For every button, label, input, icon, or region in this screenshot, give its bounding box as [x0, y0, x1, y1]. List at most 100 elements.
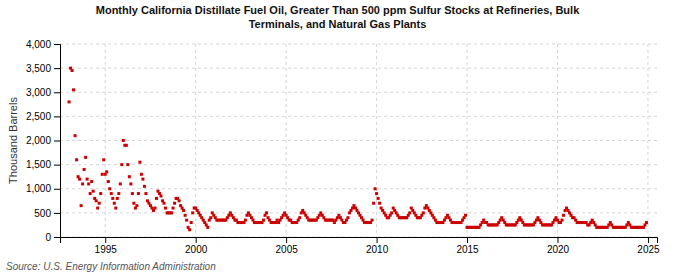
point	[390, 211, 393, 214]
y-tick-label: 2,000	[26, 135, 51, 146]
y-tick-mark	[54, 68, 60, 69]
point	[244, 219, 247, 222]
y-grid-line	[60, 188, 657, 189]
x-grid-line	[286, 44, 287, 237]
y-tick-mark	[54, 44, 60, 45]
point	[408, 211, 411, 214]
y-tick-label: 3,000	[26, 87, 51, 98]
point	[111, 197, 114, 200]
x-tick-mark	[467, 237, 468, 243]
y-tick-mark	[54, 92, 60, 93]
point	[87, 182, 90, 185]
point	[206, 226, 209, 229]
title: Monthly California Distillate Fuel Oil, …	[96, 4, 580, 30]
point	[561, 219, 564, 222]
point	[90, 180, 93, 183]
point	[378, 202, 381, 205]
plot-area: 199520002005201020152020202505001,0001,5…	[26, 39, 660, 255]
x-tick-mark	[648, 237, 649, 243]
point	[125, 144, 128, 147]
x-tick-label: 2020	[547, 244, 570, 255]
point	[173, 202, 176, 205]
point	[95, 199, 98, 202]
point	[562, 214, 565, 217]
point	[265, 211, 268, 214]
y-tick-mark	[54, 141, 60, 142]
y-tick: 1,000	[26, 183, 60, 194]
y-axis: 05001,0001,5002,0002,5003,0003,5004,000	[26, 39, 61, 243]
x-tick-mark	[196, 237, 197, 243]
point	[75, 158, 78, 161]
y-tick-label: 4,000	[26, 39, 51, 50]
x-tick-label: 2025	[637, 244, 660, 255]
point	[74, 134, 77, 137]
point	[164, 207, 167, 210]
x-tick: 2000	[185, 237, 208, 255]
y-tick-label: 500	[34, 208, 51, 219]
x-tick-mark	[377, 237, 378, 243]
y-axis-line	[54, 45, 61, 238]
point	[101, 173, 104, 176]
point	[68, 100, 71, 103]
y-tick: 1,500	[26, 159, 60, 170]
y-grid-line	[60, 116, 657, 117]
x-grid-line	[376, 44, 377, 237]
point	[114, 207, 117, 210]
point	[102, 158, 105, 161]
point	[298, 216, 301, 219]
point	[374, 187, 377, 190]
x-axis: 1995200020052010201520202025	[61, 237, 661, 255]
point	[132, 202, 135, 205]
point	[129, 182, 132, 185]
x-tick: 2010	[366, 237, 389, 255]
point	[375, 192, 378, 195]
point	[135, 204, 138, 207]
x-tick-label: 2000	[185, 244, 208, 255]
x-tick-mark	[286, 237, 287, 243]
title-line: Monthly California Distillate Fuel Oil, …	[96, 4, 580, 16]
title-line: Terminals, and Natural Gas Plants	[249, 18, 427, 30]
point	[138, 161, 141, 164]
x-tick: 2025	[637, 237, 660, 255]
point	[144, 192, 147, 195]
x-tick-mark	[105, 237, 106, 243]
grid	[60, 44, 657, 237]
y-tick: 2,500	[26, 111, 60, 122]
y-tick: 2,000	[26, 135, 60, 146]
chart: 199520002005201020152020202505001,0001,5…	[0, 0, 675, 275]
y-tick-mark	[54, 189, 60, 190]
x-grid-line	[195, 44, 196, 237]
point	[182, 209, 185, 212]
point	[120, 163, 123, 166]
y-tick-mark	[54, 116, 60, 117]
point	[126, 163, 129, 166]
x-tick-label: 2015	[456, 244, 479, 255]
point	[117, 192, 120, 195]
point	[141, 178, 144, 181]
point	[184, 214, 187, 217]
point	[172, 207, 175, 210]
y-grid-line	[60, 164, 657, 165]
x-tick-label: 1995	[95, 244, 118, 255]
y-grid-line	[60, 92, 657, 93]
point	[110, 192, 113, 195]
point	[96, 207, 99, 210]
y-grid-line	[60, 68, 657, 69]
point	[137, 192, 140, 195]
y-tick: 3,000	[26, 87, 60, 98]
point	[122, 139, 125, 142]
y-axis-title: Thousand Barrels	[7, 97, 19, 184]
x-tick: 1995	[95, 237, 118, 255]
x-tick-label: 2010	[366, 244, 389, 255]
point	[71, 69, 74, 72]
point	[155, 197, 158, 200]
point	[84, 156, 87, 159]
y-tick-mark	[54, 165, 60, 166]
point	[128, 175, 131, 178]
point	[108, 187, 111, 190]
point	[78, 178, 81, 181]
y-tick: 0	[45, 232, 60, 243]
point	[99, 192, 102, 195]
point	[86, 178, 89, 181]
point	[160, 194, 163, 197]
